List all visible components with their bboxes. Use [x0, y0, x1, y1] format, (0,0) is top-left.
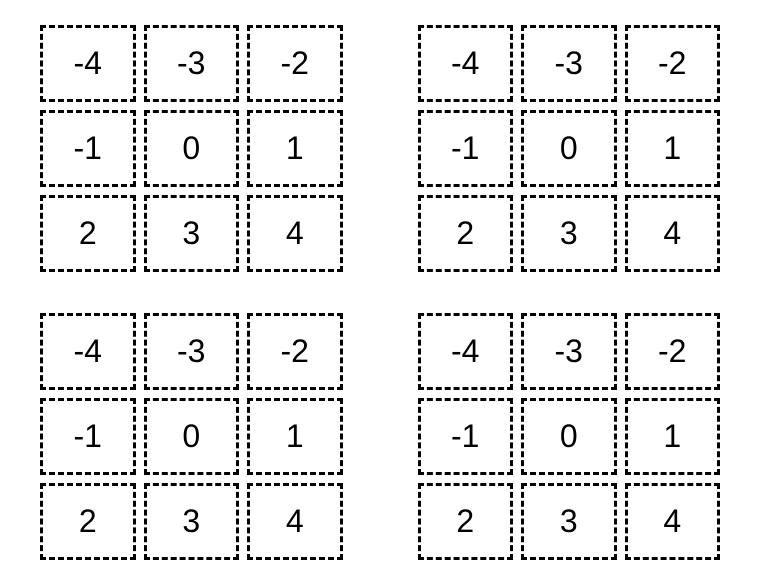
cell: 0 — [521, 398, 617, 475]
cell: -1 — [40, 398, 136, 475]
cell: -2 — [247, 25, 343, 102]
cell: -1 — [418, 398, 514, 475]
cell: -3 — [521, 25, 617, 102]
cell: 3 — [144, 483, 240, 560]
cell: -2 — [247, 313, 343, 390]
cell: 1 — [247, 398, 343, 475]
cell: 2 — [40, 195, 136, 272]
cell: 4 — [247, 195, 343, 272]
block-top-right: -4 -3 -2 -1 0 1 2 3 4 — [418, 25, 721, 273]
cell: 1 — [625, 110, 721, 187]
cell: 0 — [144, 398, 240, 475]
cell: 4 — [625, 483, 721, 560]
cell: -1 — [40, 110, 136, 187]
cell: 0 — [144, 110, 240, 187]
cell: -4 — [418, 25, 514, 102]
block-bottom-right: -4 -3 -2 -1 0 1 2 3 4 — [418, 313, 721, 561]
cell: -2 — [625, 313, 721, 390]
cell: 3 — [521, 483, 617, 560]
cell: 3 — [521, 195, 617, 272]
cell: -1 — [418, 110, 514, 187]
block-bottom-left: -4 -3 -2 -1 0 1 2 3 4 — [40, 313, 343, 561]
cell: 4 — [625, 195, 721, 272]
cell: 0 — [521, 110, 617, 187]
cell: 1 — [625, 398, 721, 475]
cell: 2 — [418, 483, 514, 560]
cell: -3 — [144, 25, 240, 102]
block-top-left: -4 -3 -2 -1 0 1 2 3 4 — [40, 25, 343, 273]
cell: 2 — [418, 195, 514, 272]
cell: -4 — [40, 313, 136, 390]
grid-container: -4 -3 -2 -1 0 1 2 3 4 -4 -3 -2 -1 0 1 2 … — [0, 0, 760, 585]
cell: 3 — [144, 195, 240, 272]
cell: 4 — [247, 483, 343, 560]
cell: -2 — [625, 25, 721, 102]
cell: -4 — [418, 313, 514, 390]
cell: -3 — [521, 313, 617, 390]
cell: 2 — [40, 483, 136, 560]
cell: -4 — [40, 25, 136, 102]
cell: -3 — [144, 313, 240, 390]
cell: 1 — [247, 110, 343, 187]
